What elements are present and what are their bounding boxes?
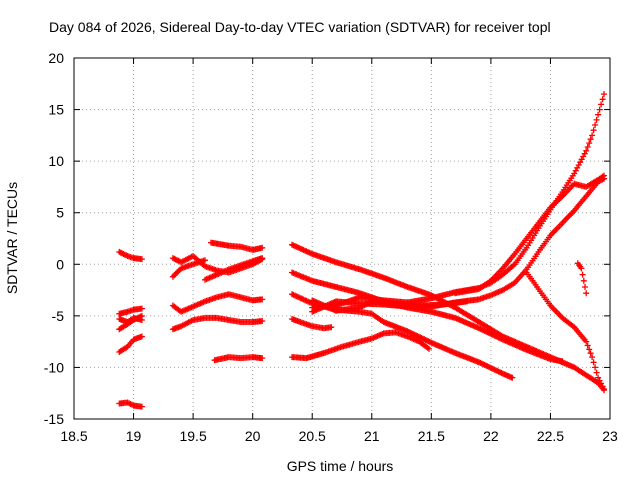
series-b7 [211,354,266,364]
series-marks [208,239,266,253]
y-tick-label: 20 [48,50,64,66]
series-c4 [289,316,335,332]
series-e1 [523,269,607,393]
x-tick-label: 21.5 [418,428,445,444]
series-marks [309,297,471,314]
series-marks [116,399,145,410]
series-marks [116,305,145,317]
series-marks [289,329,432,362]
y-tick-label: 0 [56,256,64,272]
chart-title: Day 084 of 2026, Sidereal Day-to-day VTE… [49,19,551,35]
series-a1 [116,248,145,263]
series-c5 [289,329,432,362]
y-tick-label: -5 [52,308,65,324]
y-tick-label: 15 [48,102,64,118]
series-marks [116,248,145,263]
series-marks [309,91,607,311]
x-tick-label: 21 [364,428,380,444]
series-a2 [116,305,145,317]
x-tick-label: 22.5 [537,428,564,444]
x-axis-label: GPS time / hours [287,458,394,474]
series-a4 [116,312,145,333]
y-tick-label: 10 [48,153,64,169]
y-tick-label: -15 [44,411,64,427]
y-axis-label: SDTVAR / TECUs [4,182,20,294]
y-tick-label: 5 [56,205,64,221]
series-b6 [169,314,266,333]
series-marks [289,316,335,332]
series-d1 [309,91,607,311]
series-marks [574,260,590,297]
series-marks [169,257,208,280]
series-marks [116,312,145,333]
plot-frame [73,57,611,420]
series-marks [169,314,266,333]
x-tick-label: 22 [483,428,499,444]
series-d3 [452,172,607,297]
series-a6 [116,399,145,410]
series-marks [211,354,266,364]
y-axis: 20 15 10 5 0 -5 -10 -15 [44,50,610,427]
series-marks [452,172,607,297]
x-tick-label: 20.5 [299,428,326,444]
series-marks [116,333,145,355]
series-b5 [169,291,266,315]
series-b3 [208,239,266,253]
x-tick-label: 20 [245,428,261,444]
series-d4 [309,297,471,314]
series-marks [202,255,266,283]
series-marks [523,269,607,393]
x-tick-label: 19.5 [179,428,206,444]
data-marks [116,91,607,410]
x-tick-label: 18.5 [60,428,87,444]
series-e2 [574,260,590,297]
series-a5 [116,333,145,355]
y-tick-label: -10 [44,359,64,375]
x-tick-label: 19 [126,428,142,444]
x-tick-label: 23 [602,428,618,444]
x-axis: 18.5 19 19.5 20 20.5 21 21.5 22 22.5 23 [60,58,618,444]
series-b4 [202,255,266,283]
series-b2 [169,257,208,280]
series-marks [169,291,266,315]
